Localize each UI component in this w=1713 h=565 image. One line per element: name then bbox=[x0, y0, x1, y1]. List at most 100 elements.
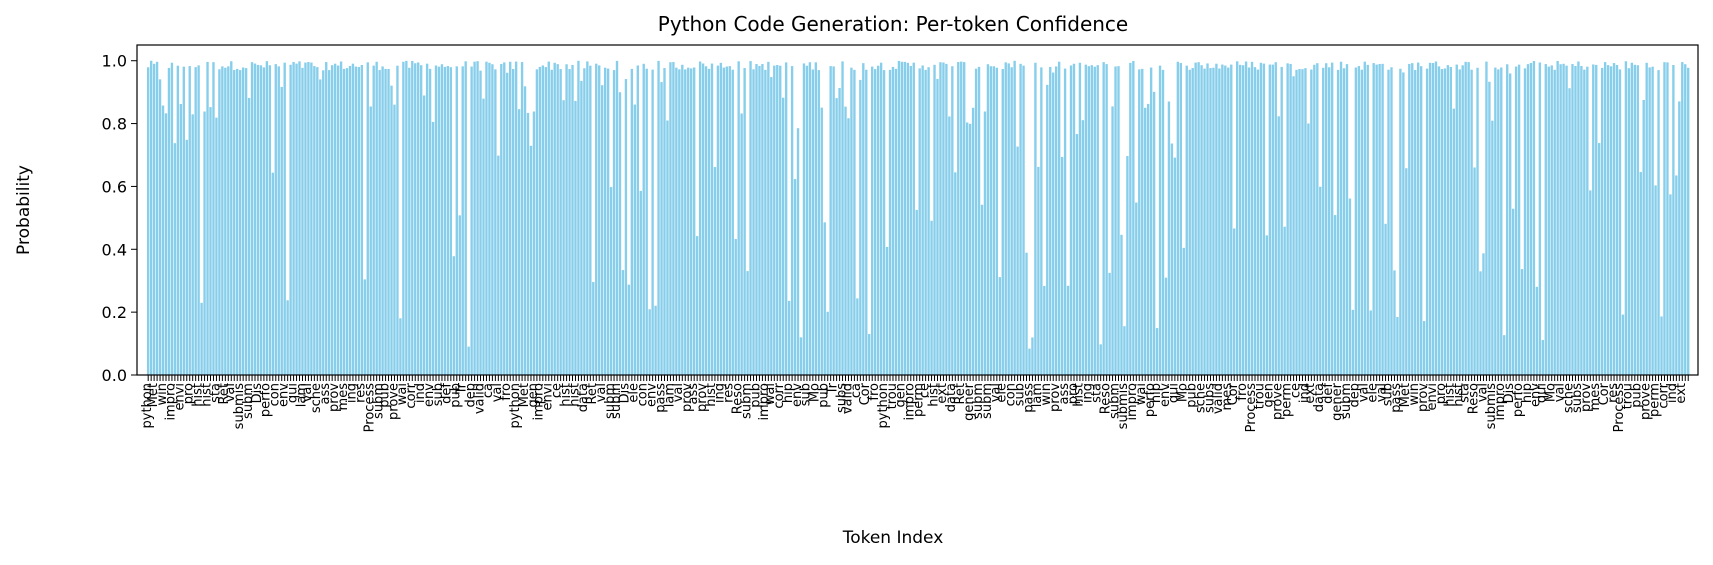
token-bar bbox=[500, 63, 503, 376]
token-bar bbox=[758, 65, 761, 375]
x-tick-label: pro bbox=[1066, 383, 1081, 404]
x-tick-label: ass bbox=[1057, 383, 1072, 405]
token-bar bbox=[1224, 65, 1227, 375]
x-tick-label: sche bbox=[1193, 383, 1208, 413]
x-axis-label: Token Index bbox=[842, 528, 944, 548]
token-bar bbox=[1034, 62, 1037, 376]
token-bar bbox=[494, 69, 497, 375]
token-bar bbox=[1574, 65, 1577, 376]
x-tick-label: hist bbox=[567, 383, 582, 407]
token-bar bbox=[1645, 62, 1648, 375]
token-bar bbox=[354, 66, 358, 375]
x-tick-label: prove bbox=[1638, 383, 1653, 420]
token-bar bbox=[1069, 65, 1073, 375]
x-tick-label: pub bbox=[377, 383, 392, 408]
token-bar bbox=[1007, 63, 1010, 375]
x-tick-label: data bbox=[576, 383, 591, 412]
token-bar bbox=[179, 104, 183, 376]
token-bar bbox=[1185, 65, 1188, 376]
token-bar bbox=[1443, 68, 1447, 375]
token-bar bbox=[286, 300, 289, 375]
token-bar bbox=[1529, 62, 1533, 375]
x-tick-label: win bbox=[1039, 383, 1054, 405]
token-bar bbox=[152, 63, 156, 376]
x-tick-label: sta bbox=[208, 383, 223, 403]
token-bar bbox=[1565, 65, 1568, 375]
token-bar bbox=[755, 64, 758, 375]
token-bar bbox=[1417, 62, 1420, 376]
token-bar bbox=[823, 222, 826, 375]
token-bar bbox=[805, 65, 809, 375]
x-tick-label: pub bbox=[1630, 383, 1645, 408]
token-bar bbox=[203, 111, 206, 375]
x-tick-label: valid bbox=[1211, 383, 1226, 414]
token-bar bbox=[1663, 62, 1666, 375]
token-bar bbox=[357, 67, 361, 376]
token-bar bbox=[776, 65, 779, 376]
token-bar bbox=[666, 120, 669, 376]
x-tick-label: Tr bbox=[825, 382, 840, 395]
x-tick-label: pass bbox=[1021, 383, 1036, 413]
token-bar bbox=[790, 66, 794, 375]
x-tick-label: val bbox=[671, 383, 686, 402]
x-tick-label: hist bbox=[704, 383, 719, 407]
x-tick-label: impro bbox=[532, 383, 547, 421]
token-bar bbox=[1609, 66, 1613, 375]
x-tick-label: pub bbox=[449, 383, 464, 408]
x-tick-label: subm bbox=[739, 383, 754, 419]
token-bar bbox=[1357, 66, 1361, 376]
token-bar bbox=[568, 69, 571, 375]
x-tick-label: subm bbox=[609, 383, 624, 419]
token-bar bbox=[328, 70, 331, 375]
x-tick-label: impro bbox=[1493, 383, 1508, 421]
token-bar bbox=[259, 65, 263, 375]
token-bar bbox=[1544, 64, 1547, 375]
token-bar bbox=[1449, 66, 1453, 375]
token-bar bbox=[387, 68, 390, 375]
token-bar bbox=[826, 311, 829, 375]
bar-series bbox=[147, 60, 1690, 376]
token-bar bbox=[1129, 62, 1132, 376]
token-bar bbox=[701, 63, 705, 375]
token-bar bbox=[654, 305, 657, 375]
token-bar bbox=[939, 62, 942, 375]
x-tick-label: subm bbox=[371, 383, 386, 419]
x-tick-label: python bbox=[508, 383, 523, 428]
x-tick-label: mes bbox=[1220, 383, 1235, 411]
x-tick-label: prove bbox=[386, 383, 401, 420]
token-bar bbox=[580, 80, 583, 376]
token-bar bbox=[1102, 62, 1105, 375]
token-bar bbox=[1440, 69, 1444, 375]
x-tick-label: subm bbox=[603, 383, 618, 419]
token-bar bbox=[1488, 81, 1491, 375]
token-bar bbox=[894, 68, 898, 376]
token-bar bbox=[639, 190, 642, 375]
token-bar bbox=[927, 67, 930, 375]
x-tick-label: res bbox=[722, 383, 737, 403]
x-tick-label: gen bbox=[1262, 383, 1277, 408]
token-bar bbox=[1206, 63, 1209, 376]
token-bar bbox=[1025, 252, 1028, 375]
token-bar bbox=[648, 309, 651, 375]
x-tick-label: pass bbox=[653, 383, 668, 413]
token-bar bbox=[289, 64, 292, 375]
token-bar bbox=[1259, 62, 1263, 376]
token-bar bbox=[968, 123, 972, 375]
token-bar bbox=[1556, 60, 1559, 375]
x-tick-label: hist bbox=[926, 383, 941, 407]
x-tick-label: impro bbox=[757, 383, 772, 421]
token-bar bbox=[295, 63, 298, 376]
token-bar bbox=[414, 63, 417, 376]
token-bar bbox=[449, 67, 453, 375]
token-bar bbox=[1351, 309, 1355, 375]
token-bar bbox=[390, 85, 393, 376]
token-bar bbox=[1268, 64, 1272, 375]
token-bar bbox=[719, 62, 723, 375]
token-bar bbox=[1523, 68, 1527, 376]
token-bar bbox=[675, 67, 678, 375]
token-bar bbox=[784, 62, 788, 376]
x-tick-label: qui bbox=[1535, 383, 1550, 403]
token-bar bbox=[609, 187, 613, 375]
x-tick-label: Mo bbox=[808, 383, 823, 402]
token-bar bbox=[209, 107, 212, 376]
